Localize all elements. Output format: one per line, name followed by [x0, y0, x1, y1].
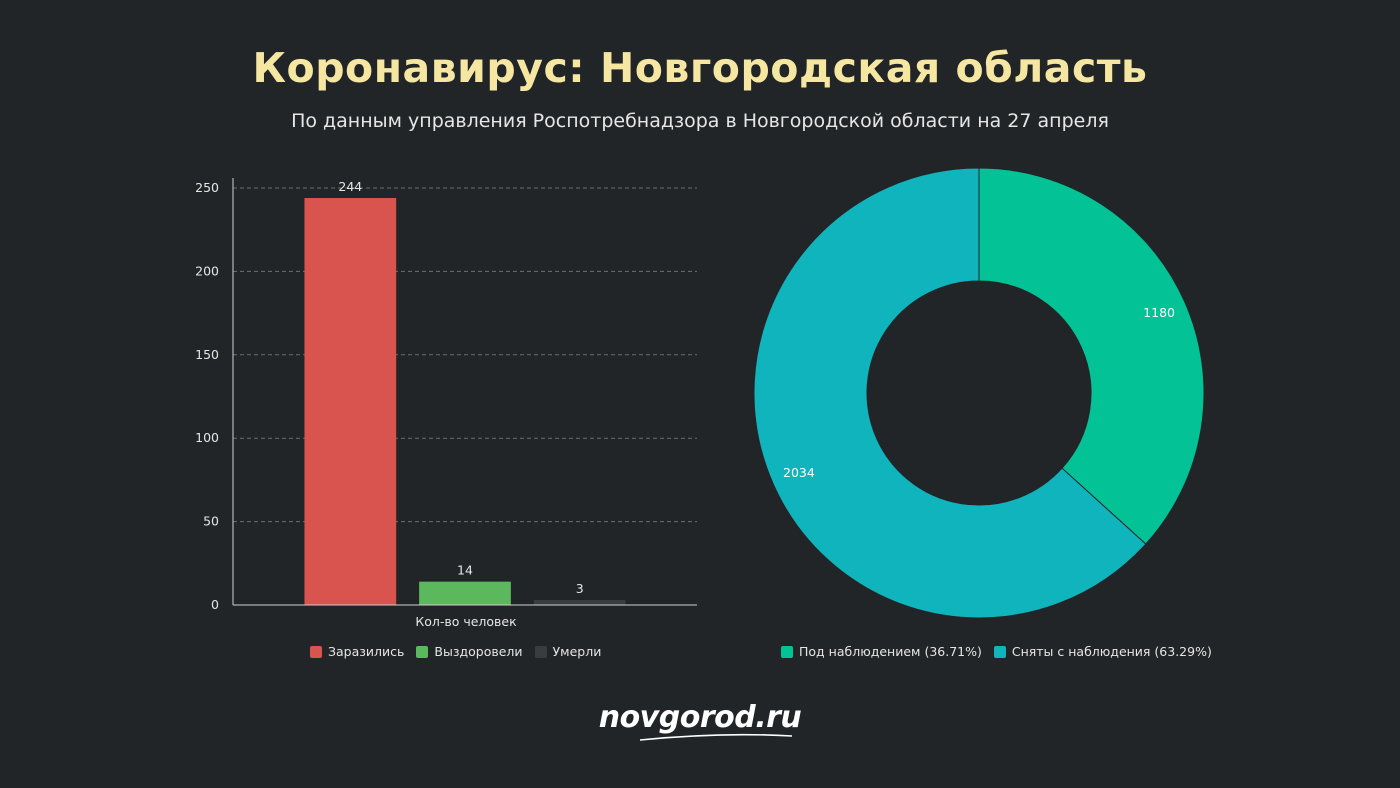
donut-legend-item[interactable]: Сняты с наблюдения (63.29%)	[993, 644, 1212, 659]
donut-slice[interactable]	[753, 167, 1147, 619]
bar-data-label: 14	[457, 563, 473, 578]
bar-chart-y-tick-label: 150	[195, 347, 219, 362]
donut-data-label: 1180	[1143, 305, 1175, 320]
bar-chart: 0 50 100 150 200 250 244 14 3 Кол-во человек	[195, 178, 697, 629]
bar-legend-item[interactable]: Заразились	[310, 644, 404, 659]
donut-legend-item[interactable]: Под наблюдением (36.71%)	[781, 644, 982, 659]
bar-chart-y-tick-label: 100	[195, 430, 219, 445]
donut-chart-legend: Под наблюдением (36.71%) Сняты с наблюден…	[781, 644, 1224, 659]
brand-swoosh-icon	[639, 733, 793, 741]
legend-swatch	[993, 645, 1006, 658]
bar-chart-y-ticks: 0 50 100 150 200 250	[195, 180, 219, 612]
bar-item-2[interactable]	[533, 599, 626, 605]
bar-chart-y-tick-label: 200	[195, 263, 219, 278]
legend-swatch	[416, 645, 429, 658]
legend-label: Под наблюдением (36.71%)	[799, 644, 982, 659]
bar-legend-item[interactable]: Умерли	[534, 644, 602, 659]
donut-chart-data-labels: 1180 2034	[783, 305, 1175, 480]
bar-chart-y-tick-label: 0	[211, 597, 219, 612]
bar-data-label: 244	[338, 179, 362, 194]
page-title: Коронавирус: Новгородская область	[252, 44, 1148, 92]
bar-chart-data-labels: 244 14 3	[338, 179, 583, 596]
legend-swatch	[534, 645, 547, 658]
donut-slice[interactable]	[978, 167, 1205, 545]
bar-chart-legend: Заразились Выздоровели Умерли	[310, 644, 613, 659]
bar-data-label: 3	[576, 581, 584, 596]
brand-logo[interactable]: novgorod.ru	[0, 700, 1400, 741]
donut-data-label: 2034	[783, 465, 815, 480]
legend-label: Умерли	[552, 644, 602, 659]
bar-chart-y-tick-label: 50	[203, 514, 219, 529]
legend-label: Выздоровели	[434, 644, 523, 659]
bar-chart-bars	[304, 198, 626, 605]
donut-chart-slices	[753, 167, 1205, 619]
bar-legend-item[interactable]: Выздоровели	[416, 644, 523, 659]
legend-swatch	[310, 645, 322, 658]
page-subtitle: По данным управления Роспотребнадзора в …	[291, 110, 1109, 132]
legend-label: Заразились	[328, 644, 405, 659]
bar-item-1[interactable]	[419, 581, 511, 605]
donut-chart: 1180 2034	[753, 167, 1205, 619]
bar-chart-x-label: Кол-во человек	[415, 614, 517, 629]
brand-logo-text: novgorod.ru	[598, 700, 802, 735]
legend-label: Сняты с наблюдения (63.29%)	[1011, 644, 1212, 659]
bar-chart-y-tick-label: 250	[195, 180, 219, 195]
bar-item-0[interactable]	[304, 198, 397, 605]
legend-swatch	[781, 645, 793, 658]
